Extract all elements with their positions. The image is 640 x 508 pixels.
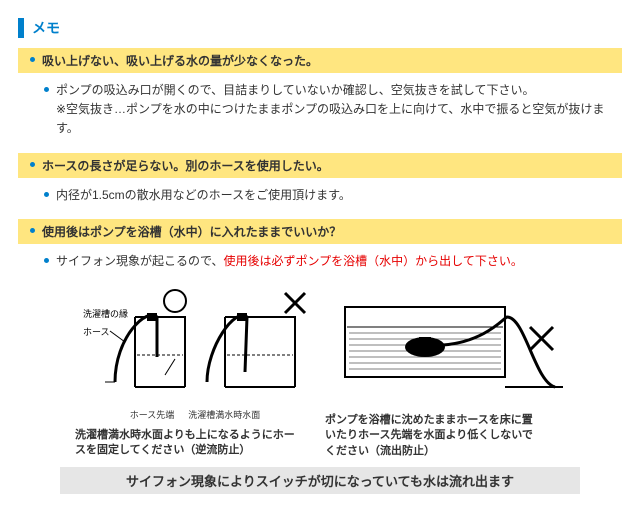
label-washer-edge: 洗濯槽の縁 xyxy=(83,308,128,319)
question-2: ホースの長さが足らない。別のホースを使用したい。 xyxy=(18,153,622,178)
question-3: 使用後はポンプを浴槽（水中）に入れたままでいいか？ xyxy=(18,219,622,244)
label-washer-full: 洗濯槽満水時水面 xyxy=(188,410,260,420)
question-1: 吸い上げない、吸い上げる水の量が少なくなった。 xyxy=(18,48,622,73)
answer-2: 内径が1.5cmの散水用などのホースをご使用頂けます。 xyxy=(0,186,640,205)
qa-item: 吸い上げない、吸い上げる水の量が少なくなった。 ポンプの吸込み口が開くので、目詰… xyxy=(0,48,640,139)
diagram-left-group: 洗濯槽の縁 ホース ホース先端 洗濯槽満水時水面 洗濯槽満水時水面よりも上になる… xyxy=(75,287,315,459)
label-hose: ホース xyxy=(83,327,110,337)
diagram-left-caption: 洗濯槽満水時水面よりも上になるようにホースを固定してください（逆流防止） xyxy=(75,428,305,459)
qa-item: ホースの長さが足らない。別のホースを使用したい。 内径が1.5cmの散水用などの… xyxy=(0,153,640,205)
diagram-right-svg xyxy=(325,287,565,407)
diagram-left-svg: 洗濯槽の縁 ホース xyxy=(75,287,315,407)
diagram-right-group: ポンプを浴槽に沈めたままホースを床に置いたりホース先端を水面より低くしないでくだ… xyxy=(325,287,565,459)
answer-1: ポンプの吸込み口が開くので、目詰まりしていないか確認し、空気抜きを試して下さい。… xyxy=(0,81,640,139)
qa-item: 使用後はポンプを浴槽（水中）に入れたままでいいか？ サイフォン現象が起こるので、… xyxy=(0,219,640,271)
diagram-left-sublabels: ホース先端 洗濯槽満水時水面 xyxy=(75,409,315,422)
diagram-right-caption: ポンプを浴槽に沈めたままホースを床に置いたりホース先端を水面より低くしないでくだ… xyxy=(325,413,535,459)
siphon-warning-banner: サイフォン現象によりスイッチが切になっていても水は流れ出ます xyxy=(60,467,580,494)
diagram-row: 洗濯槽の縁 ホース ホース先端 洗濯槽満水時水面 洗濯槽満水時水面よりも上になる… xyxy=(18,287,622,459)
answer-3: サイフォン現象が起こるので、使用後は必ずポンプを浴槽（水中）から出して下さい。 xyxy=(0,252,640,271)
label-hose-tip: ホース先端 xyxy=(130,410,175,420)
memo-title: メモ xyxy=(32,20,60,36)
answer-3-prefix: サイフォン現象が起こるので、 xyxy=(56,254,224,268)
answer-3-warning: 使用後は必ずポンプを浴槽（水中）から出して下さい。 xyxy=(224,254,523,268)
memo-header: メモ xyxy=(18,18,640,38)
